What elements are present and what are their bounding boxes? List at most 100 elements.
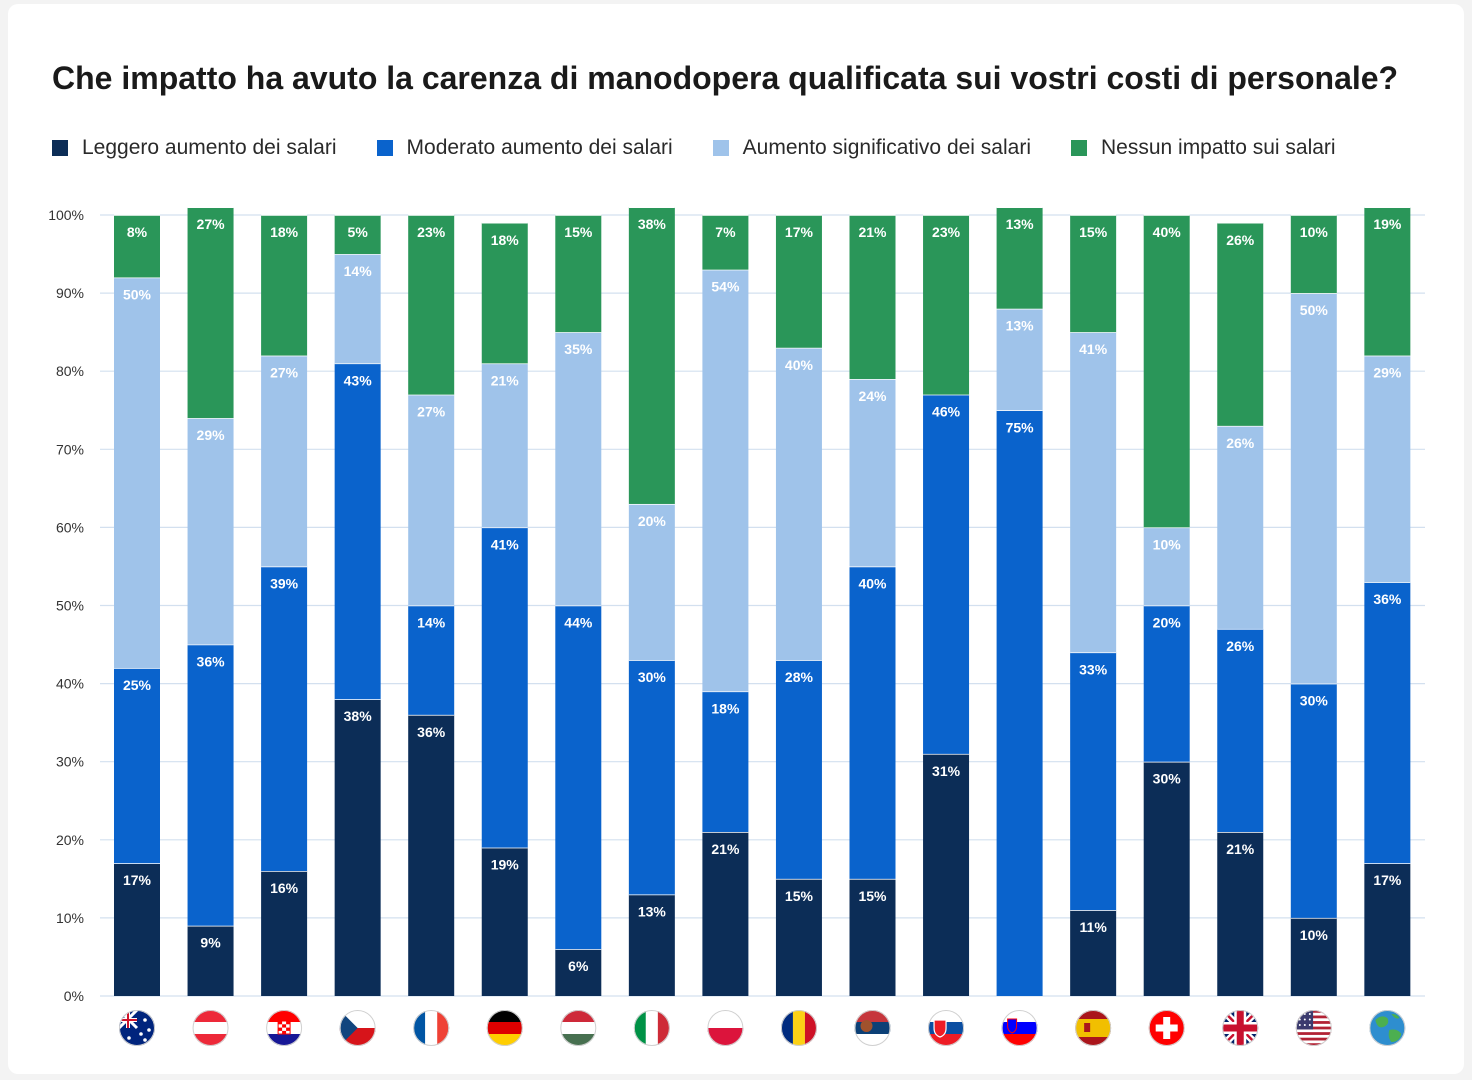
bar-stack: 31% 46% 23% (923, 214, 970, 996)
bar-segment (1217, 425, 1264, 629)
data-label: 25% (123, 677, 152, 693)
bar-segment (187, 207, 234, 419)
data-label: 75% (1006, 419, 1035, 435)
bar-stack: 19% 41% 21% 18% (481, 222, 528, 996)
flag-outline (486, 1010, 523, 1046)
bar-segment (775, 347, 822, 661)
data-label: 29% (197, 427, 226, 443)
bar-segment (996, 308, 1043, 411)
legend-label: Nessun impatto sui salari (1100, 136, 1336, 159)
bar-segment (849, 215, 896, 380)
data-label: 39% (270, 575, 299, 591)
flag-outline (854, 1010, 891, 1046)
data-label: 7% (715, 224, 736, 240)
legend-swatch (376, 140, 393, 156)
bar-segment (1070, 215, 1117, 333)
data-label: 18% (711, 700, 740, 716)
flag-outline (1222, 1010, 1259, 1046)
data-label: 50% (1300, 302, 1329, 318)
bar-segment (555, 332, 602, 606)
data-label: 11% (1080, 919, 1108, 935)
bar-segment (555, 215, 602, 333)
bar-segment (408, 714, 455, 996)
bar-segment (481, 847, 528, 996)
flag-outline (707, 1010, 744, 1046)
flag-outline (1001, 1010, 1038, 1046)
bar-segment (1364, 582, 1411, 864)
bar-segment (1143, 605, 1190, 762)
bar-segment (1217, 222, 1264, 426)
data-label: 21% (491, 372, 520, 388)
bar-segment (261, 355, 308, 567)
flag-outline (780, 1010, 817, 1046)
flag-czech-republic-icon (339, 1010, 376, 1046)
bar-stack: 21% 26% 26% 26% (1217, 222, 1264, 996)
data-label: 14% (344, 263, 373, 279)
bar-segment (996, 207, 1043, 309)
data-label: 23% (417, 224, 446, 240)
y-tick-label: 80% (56, 363, 84, 379)
data-label: 40% (858, 575, 887, 591)
y-tick-label: 100% (48, 207, 84, 223)
data-label: 19% (491, 857, 520, 873)
bar-stack: 38% 43% 14% 5% (334, 214, 381, 996)
data-label: 17% (1373, 872, 1402, 888)
bar-stack: 13% 30% 20% 38% (628, 206, 675, 996)
data-label: 33% (1079, 661, 1108, 677)
y-tick-label: 0% (64, 988, 84, 1004)
data-label: 18% (270, 224, 299, 240)
legend-item-nessun-impatto: Nessun impatto sui salari (1070, 136, 1336, 160)
data-label: 21% (858, 224, 887, 240)
bar-segment (849, 566, 896, 879)
legend-swatch (52, 140, 68, 156)
data-label: 35% (564, 341, 593, 357)
bar-segment (187, 925, 234, 996)
data-label: 13% (638, 903, 667, 919)
data-label: 10% (1153, 536, 1182, 552)
data-label: 43% (344, 372, 373, 388)
bar-segment (1290, 293, 1337, 684)
data-label: 23% (932, 224, 961, 240)
data-label: 20% (638, 513, 667, 529)
data-label: 40% (785, 357, 814, 373)
flag-outline (413, 1010, 450, 1046)
data-label: 13% (1006, 216, 1035, 232)
data-label: 46% (932, 404, 961, 420)
bar-stack: 10% 30% 50% 10% (1290, 214, 1337, 996)
bar-segment (114, 863, 160, 996)
bar-segment (114, 667, 160, 864)
data-label: 18% (491, 232, 520, 248)
data-label: 19% (1373, 216, 1402, 232)
bar-segment (702, 831, 749, 996)
bar-segment (996, 410, 1043, 996)
bar-segment (628, 894, 675, 996)
data-label: 31% (932, 763, 961, 779)
data-label: 36% (417, 724, 446, 740)
bar-segment (408, 215, 455, 395)
data-label: 10% (1300, 224, 1329, 240)
y-tick-label: 70% (56, 441, 84, 457)
data-label: 36% (1373, 591, 1402, 607)
y-tick-label: 90% (56, 285, 84, 301)
legend-item-moderato: Moderato aumento dei salari (376, 136, 673, 160)
flag-outline (633, 1010, 670, 1046)
legend-label: Aumento significativo dei salari (742, 136, 1031, 159)
flag-outline (339, 1010, 376, 1046)
bar-stack: 21% 18% 54% 7% (702, 214, 749, 996)
bar-segment (481, 222, 528, 364)
bar-segment (1070, 652, 1117, 911)
data-label: 26% (1226, 232, 1255, 248)
flag-australia-icon (119, 1010, 155, 1046)
bar-segment (408, 605, 455, 715)
y-tick-label: 40% (56, 676, 84, 692)
bar-segment (923, 753, 970, 996)
bar-segment (849, 379, 896, 567)
data-label: 38% (344, 708, 373, 724)
chart-title: Che impatto ha avuto la carenza di manod… (52, 60, 1399, 96)
data-label: 26% (1226, 435, 1255, 451)
data-label: 9% (200, 935, 221, 951)
bar-stack: 16% 39% 27% 18% (261, 214, 308, 996)
legend-label: Moderato aumento dei salari (406, 136, 673, 159)
data-label: 20% (1153, 615, 1182, 631)
bar-segment (923, 215, 970, 395)
